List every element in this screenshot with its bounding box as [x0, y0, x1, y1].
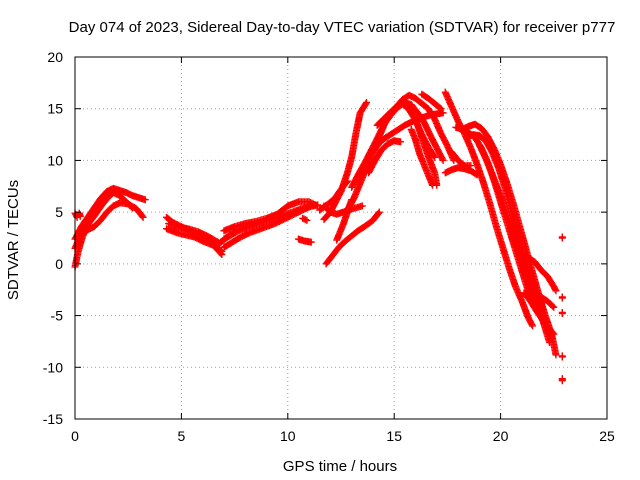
- data-point: [76, 212, 84, 220]
- data-point: [558, 375, 566, 383]
- data-point: [546, 338, 554, 346]
- data-point: [218, 247, 226, 255]
- data-point: [314, 202, 322, 210]
- data-point: [397, 138, 405, 146]
- data-point: [552, 287, 560, 295]
- data-point: [358, 202, 366, 210]
- plot-frame: [74, 56, 608, 420]
- y-tick-label: 5: [55, 204, 63, 220]
- data-point: [558, 308, 566, 316]
- data-point: [551, 285, 559, 293]
- axis-ticks: [74, 56, 608, 420]
- data-point: [558, 294, 566, 302]
- x-tick-label: 15: [386, 428, 402, 444]
- data-point: [374, 209, 382, 217]
- y-tick-label: -5: [51, 308, 64, 324]
- y-tick-label: -15: [43, 411, 63, 427]
- x-axis-title: GPS time / hours: [283, 458, 397, 475]
- data-point: [375, 208, 383, 216]
- y-tick-label: 10: [47, 152, 63, 168]
- data-point: [549, 329, 557, 337]
- y-tick-label: 0: [55, 256, 63, 272]
- data-point: [558, 352, 566, 360]
- tick-labels: 0 5 10 15 20 25 -15 -10 -5 0 5 10 15 20: [43, 49, 615, 444]
- data-point: [558, 234, 566, 242]
- data-point: [529, 322, 537, 330]
- data-point: [550, 330, 558, 338]
- data-point: [307, 238, 315, 246]
- data-point: [437, 105, 445, 113]
- y-tick-label: 15: [47, 101, 63, 117]
- data-point: [439, 156, 447, 164]
- data-point: [217, 247, 225, 255]
- data-point: [141, 196, 149, 204]
- y-tick-label: -10: [43, 359, 63, 375]
- data-point: [438, 155, 446, 163]
- x-tick-label: 20: [493, 428, 509, 444]
- x-tick-label: 5: [178, 428, 186, 444]
- data-point: [363, 99, 371, 107]
- data-point: [550, 303, 558, 311]
- data-point: [138, 212, 146, 220]
- data-point: [342, 178, 350, 186]
- data-point: [139, 213, 147, 221]
- x-tick-label: 25: [599, 428, 615, 444]
- y-axis-title: SDTVAR / TECUs: [5, 180, 22, 300]
- data-point: [436, 104, 444, 112]
- data-point: [552, 351, 560, 359]
- data-points: [71, 88, 566, 385]
- data-point: [343, 177, 351, 185]
- chart-title: Day 074 of 2023, Sidereal Day-to-day VTE…: [69, 19, 616, 36]
- data-point: [362, 100, 370, 108]
- x-tick-label: 0: [71, 428, 79, 444]
- x-tick-label: 10: [280, 428, 296, 444]
- data-point: [467, 162, 475, 170]
- data-point: [549, 302, 557, 310]
- data-point: [433, 181, 441, 189]
- data-point: [528, 321, 536, 329]
- data-point: [439, 109, 447, 117]
- data-point: [431, 153, 439, 161]
- y-tick-label: 20: [47, 49, 63, 65]
- data-point: [303, 216, 311, 224]
